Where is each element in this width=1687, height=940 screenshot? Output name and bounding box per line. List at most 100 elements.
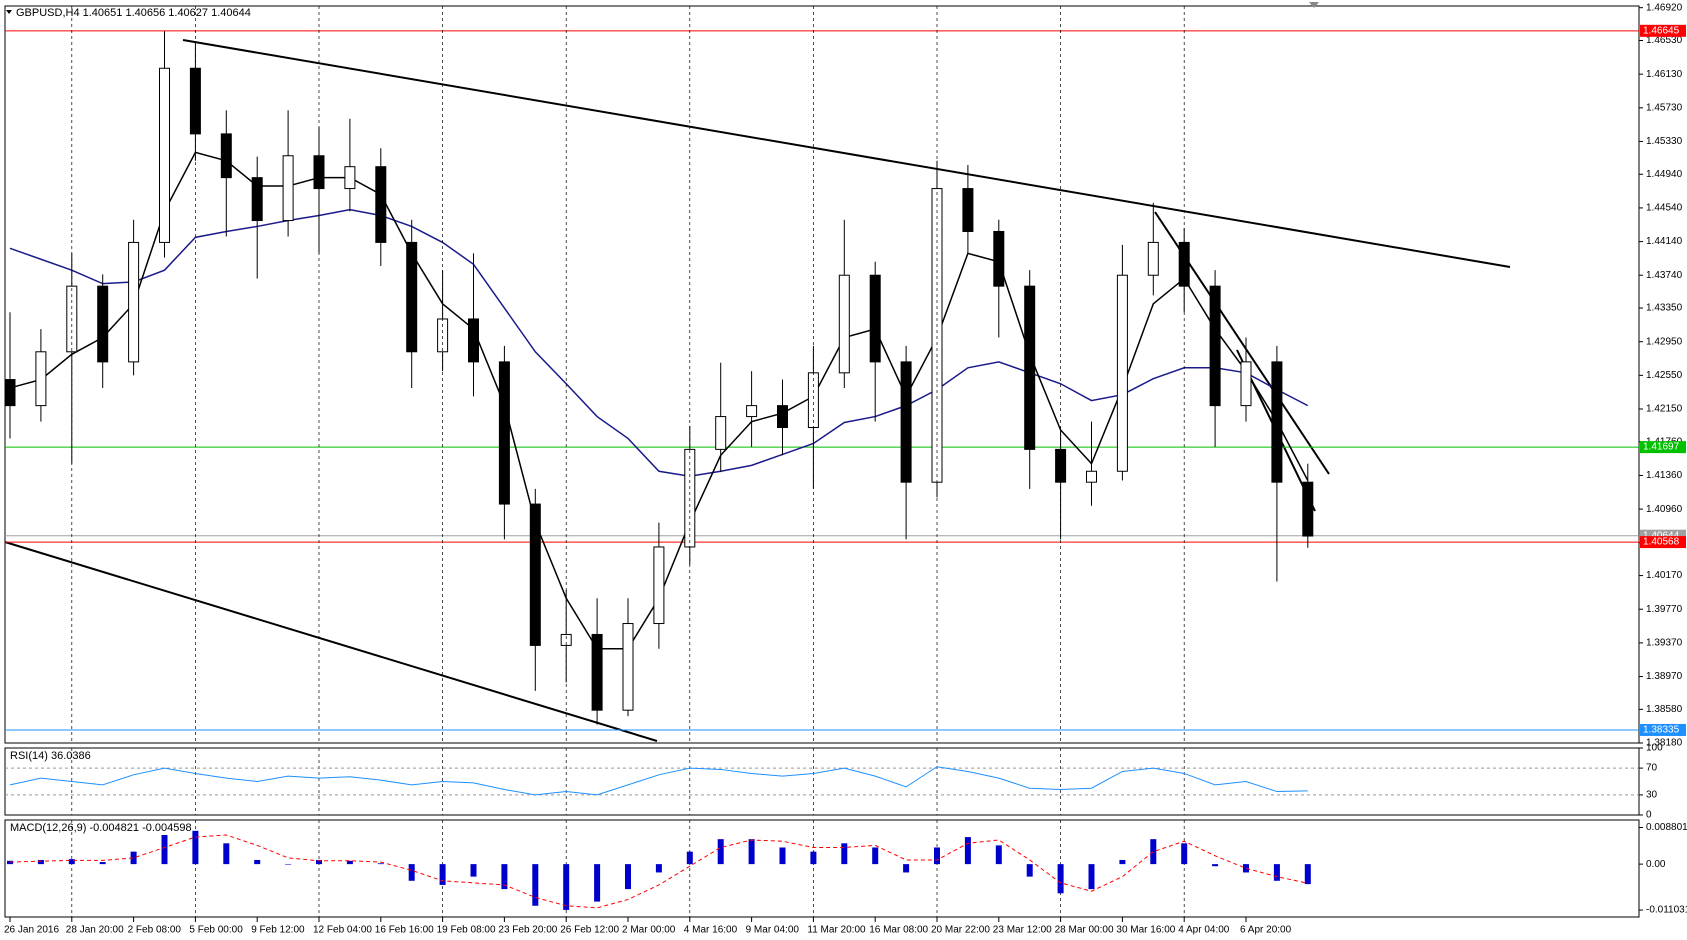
macd-bar <box>625 864 631 890</box>
x-tick-label: 28 Mar 00:00 <box>1055 925 1114 936</box>
candle-body <box>529 503 541 646</box>
candle-body <box>1209 285 1221 407</box>
x-tick-label: 26 Feb 12:00 <box>560 925 619 936</box>
x-tick-label: 23 Feb 20:00 <box>498 925 557 936</box>
macd-bar <box>470 864 477 877</box>
candle-body <box>313 155 325 190</box>
level-label: 1.38335 <box>1643 725 1680 736</box>
x-tick-label: 6 Apr 20:00 <box>1240 925 1292 936</box>
y-tick-label: 30 <box>1646 790 1658 801</box>
macd-bar <box>934 847 940 865</box>
macd-bar <box>563 864 570 910</box>
candle-body <box>653 546 665 625</box>
y-tick-label: 1.42150 <box>1646 404 1683 415</box>
candle-body <box>900 361 912 483</box>
candle-body <box>1302 481 1314 537</box>
macd-bar <box>903 864 910 873</box>
macd-bar <box>1243 864 1249 873</box>
macd-bar <box>810 851 817 865</box>
trendline <box>4 541 658 742</box>
macd-bar <box>1181 843 1188 865</box>
candle-body <box>1240 361 1252 407</box>
candle-body <box>777 405 788 429</box>
moving-average <box>9 208 1309 478</box>
y-tick-label: 1.40170 <box>1646 570 1683 581</box>
macd-bar <box>408 864 415 881</box>
x-tick-label: 4 Apr 04:00 <box>1178 925 1230 936</box>
candle-body <box>622 623 634 711</box>
macd-bar <box>316 859 322 865</box>
macd-bar <box>130 851 137 865</box>
candle-body <box>869 274 881 363</box>
y-tick-label: 0.008801 <box>1646 822 1687 833</box>
y-tick-label: 1.39770 <box>1646 604 1683 615</box>
candle-body <box>251 177 263 222</box>
candle-body <box>35 351 47 407</box>
candle-body <box>807 372 819 429</box>
x-tick-label: 28 Jan 20:00 <box>66 925 124 936</box>
y-tick-label: 1.44140 <box>1646 236 1683 247</box>
macd-bar <box>995 845 1002 865</box>
x-tick-label: 2 Mar 00:00 <box>622 925 676 936</box>
macd-bar <box>192 830 199 865</box>
y-tick-label: 1.43350 <box>1646 303 1683 314</box>
x-tick-label: 19 Feb 08:00 <box>437 925 496 936</box>
macd-bar <box>841 843 848 865</box>
x-tick-label: 26 Jan 2016 <box>4 925 59 936</box>
x-tick-label: 30 Mar 16:00 <box>1116 925 1175 936</box>
macd-bar <box>779 847 786 865</box>
candle-body <box>1116 274 1128 472</box>
candle-body <box>97 285 109 363</box>
candle-body <box>375 166 387 243</box>
rsi-line <box>9 766 1308 796</box>
y-tick-label: 70 <box>1646 763 1658 774</box>
level-label-box <box>1640 441 1686 454</box>
x-tick-label: 11 Mar 20:00 <box>807 925 866 936</box>
y-tick-label: 1.42550 <box>1646 370 1683 381</box>
trendline <box>182 39 1511 268</box>
macd-bar <box>686 851 693 865</box>
y-tick-label: 100 <box>1646 743 1663 754</box>
candle-body <box>128 241 140 363</box>
x-tick-label: 16 Mar 08:00 <box>869 925 928 936</box>
candle-body <box>962 188 974 232</box>
macd-bar <box>748 839 755 865</box>
macd-bar <box>501 864 508 890</box>
x-tick-label: 23 Mar 12:00 <box>993 925 1052 936</box>
level-label-box <box>1640 723 1686 736</box>
macd-bar <box>964 837 971 865</box>
macd-bar <box>717 839 724 865</box>
candle-body <box>437 318 449 353</box>
x-tick-label: 9 Feb 12:00 <box>251 925 305 936</box>
macd-bar <box>439 864 446 885</box>
y-tick-label: 1.44540 <box>1646 203 1683 214</box>
rsi-title: RSI(14) 36.0386 <box>10 750 91 762</box>
candle-body <box>406 241 418 353</box>
macd-bar <box>285 864 292 865</box>
y-tick-label: 1.40960 <box>1646 504 1683 515</box>
y-tick-label: 1.38580 <box>1646 704 1683 715</box>
candle-body <box>591 633 603 711</box>
x-tick-label: 20 Mar 22:00 <box>931 925 990 936</box>
candle-body <box>560 633 572 646</box>
candle-body <box>1055 448 1067 483</box>
y-tick-label: 1.38970 <box>1646 671 1683 682</box>
candle-body <box>715 416 727 450</box>
macd-signal <box>9 834 1308 909</box>
y-tick-label: 1.42950 <box>1646 336 1683 347</box>
level-label-box <box>1640 536 1686 549</box>
rsi-panel <box>4 747 1640 816</box>
macd-bar <box>1273 864 1280 881</box>
candle-body <box>1271 361 1283 483</box>
chart-title: GBPUSD,H4 1.40651 1.40656 1.40627 1.4064… <box>16 7 251 19</box>
macd-bar <box>346 860 353 865</box>
y-tick-label: 0.00 <box>1646 859 1666 870</box>
macd-bar <box>1026 864 1033 877</box>
macd-panel <box>4 819 1640 918</box>
title-arrow <box>6 10 12 14</box>
y-tick-label: 1.46130 <box>1646 69 1683 80</box>
candle-body <box>1147 241 1159 276</box>
candle-body <box>993 230 1005 287</box>
candle-body <box>838 274 850 374</box>
